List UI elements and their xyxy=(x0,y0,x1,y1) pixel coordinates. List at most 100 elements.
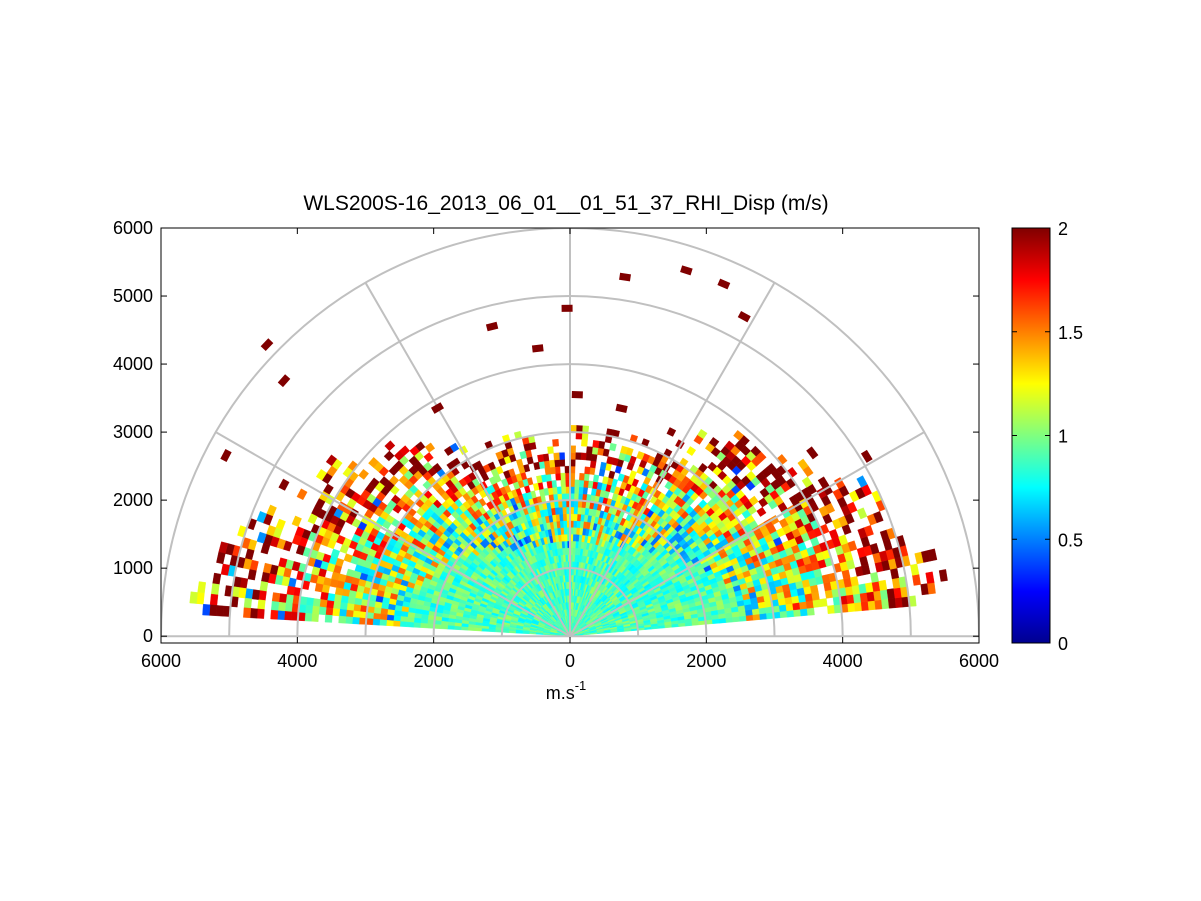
data-cell xyxy=(393,610,402,617)
data-cell xyxy=(912,573,921,586)
data-cell xyxy=(799,601,808,610)
data-cell xyxy=(345,616,353,624)
x-tick-label: 2000 xyxy=(686,651,726,671)
data-cell xyxy=(536,475,543,484)
data-cell xyxy=(386,614,395,622)
data-cell xyxy=(351,616,360,625)
data-cell xyxy=(319,599,328,608)
data-cell xyxy=(938,569,948,582)
data-cell xyxy=(278,478,290,491)
data-cell xyxy=(887,597,897,609)
data-cell xyxy=(212,572,222,585)
data-cell xyxy=(576,513,582,522)
data-cell xyxy=(283,611,292,621)
data-cell xyxy=(636,451,645,460)
colorbar-tick-label: 0.5 xyxy=(1058,530,1083,550)
data-cell xyxy=(338,615,347,624)
data-cell xyxy=(447,625,455,630)
data-cell xyxy=(334,587,344,596)
data-cell xyxy=(209,593,219,606)
data-cell xyxy=(733,430,744,441)
data-cell xyxy=(311,613,319,622)
data-cell xyxy=(856,507,868,520)
data-cell xyxy=(585,452,593,461)
data-cell xyxy=(793,608,802,617)
data-cell xyxy=(574,479,580,488)
data-cell xyxy=(571,554,576,562)
data-cell xyxy=(372,618,381,626)
data-cell xyxy=(827,604,836,614)
data-cell xyxy=(819,598,828,608)
data-cell xyxy=(420,622,428,629)
data-cell xyxy=(578,479,585,488)
y-tick-label: 2000 xyxy=(113,490,153,510)
colorbar-ticks: 0 0.5 1 1.5 2 xyxy=(1012,219,1083,654)
isolated-point xyxy=(615,403,628,414)
data-cell xyxy=(380,608,389,616)
data-cell xyxy=(697,428,708,440)
data-cell xyxy=(559,459,566,467)
data-cell xyxy=(548,459,556,468)
x-tick-label: 0 xyxy=(565,651,575,671)
isolated-point xyxy=(737,310,751,323)
data-cell xyxy=(372,612,381,620)
data-cell xyxy=(332,601,341,610)
data-cell xyxy=(368,457,379,468)
data-cell xyxy=(304,612,313,622)
data-cell xyxy=(576,520,581,529)
data-cell xyxy=(379,613,388,621)
isolated-point xyxy=(860,449,873,463)
y-tick-label: 0 xyxy=(143,626,153,646)
data-cell xyxy=(196,592,205,605)
data-cell xyxy=(592,440,600,449)
colorbar: 0 0.5 1 1.5 2 xyxy=(1011,219,1083,654)
data-cell xyxy=(347,596,356,605)
data-cell xyxy=(386,619,394,627)
data-cell xyxy=(278,593,288,604)
data-cell xyxy=(373,607,382,615)
isolated-point xyxy=(220,448,232,462)
data-cell xyxy=(547,446,554,455)
x-tick-label: 6000 xyxy=(141,651,181,671)
data-cell xyxy=(785,603,794,612)
data-cell xyxy=(572,540,576,549)
data-cell xyxy=(555,472,561,481)
data-cell xyxy=(578,486,584,495)
data-cell xyxy=(552,438,559,447)
data-cell xyxy=(577,506,582,515)
data-cell xyxy=(443,446,454,456)
isolated-point xyxy=(485,321,499,332)
x-axis-label-base: m.s xyxy=(546,683,575,703)
isolated-point xyxy=(260,338,274,352)
isolated-point xyxy=(680,265,693,276)
data-cell xyxy=(881,598,890,610)
data-cell xyxy=(846,594,855,604)
data-cell xyxy=(580,452,587,461)
data-cell xyxy=(894,597,903,608)
data-cell xyxy=(573,506,578,515)
data-cell xyxy=(560,479,566,488)
data-cell xyxy=(579,472,585,481)
data-cell xyxy=(271,592,281,603)
data-cell xyxy=(413,622,421,628)
data-cell xyxy=(338,608,347,617)
data-cell xyxy=(779,610,788,619)
data-cell xyxy=(189,591,198,604)
data-cell xyxy=(315,468,327,481)
data-cell xyxy=(304,604,313,614)
data-cell xyxy=(750,445,762,457)
data-cell xyxy=(340,595,349,604)
data-cell xyxy=(284,602,293,613)
data-cell xyxy=(572,547,576,555)
data-cell xyxy=(257,599,266,610)
data-cell xyxy=(210,583,220,596)
data-cell xyxy=(277,601,286,612)
isolated-point xyxy=(277,374,291,388)
data-cell xyxy=(560,472,566,481)
data-cell xyxy=(393,615,401,622)
data-cell xyxy=(856,475,868,488)
data-cell xyxy=(698,462,708,473)
data-cell xyxy=(817,476,829,488)
data-cell xyxy=(346,603,355,612)
